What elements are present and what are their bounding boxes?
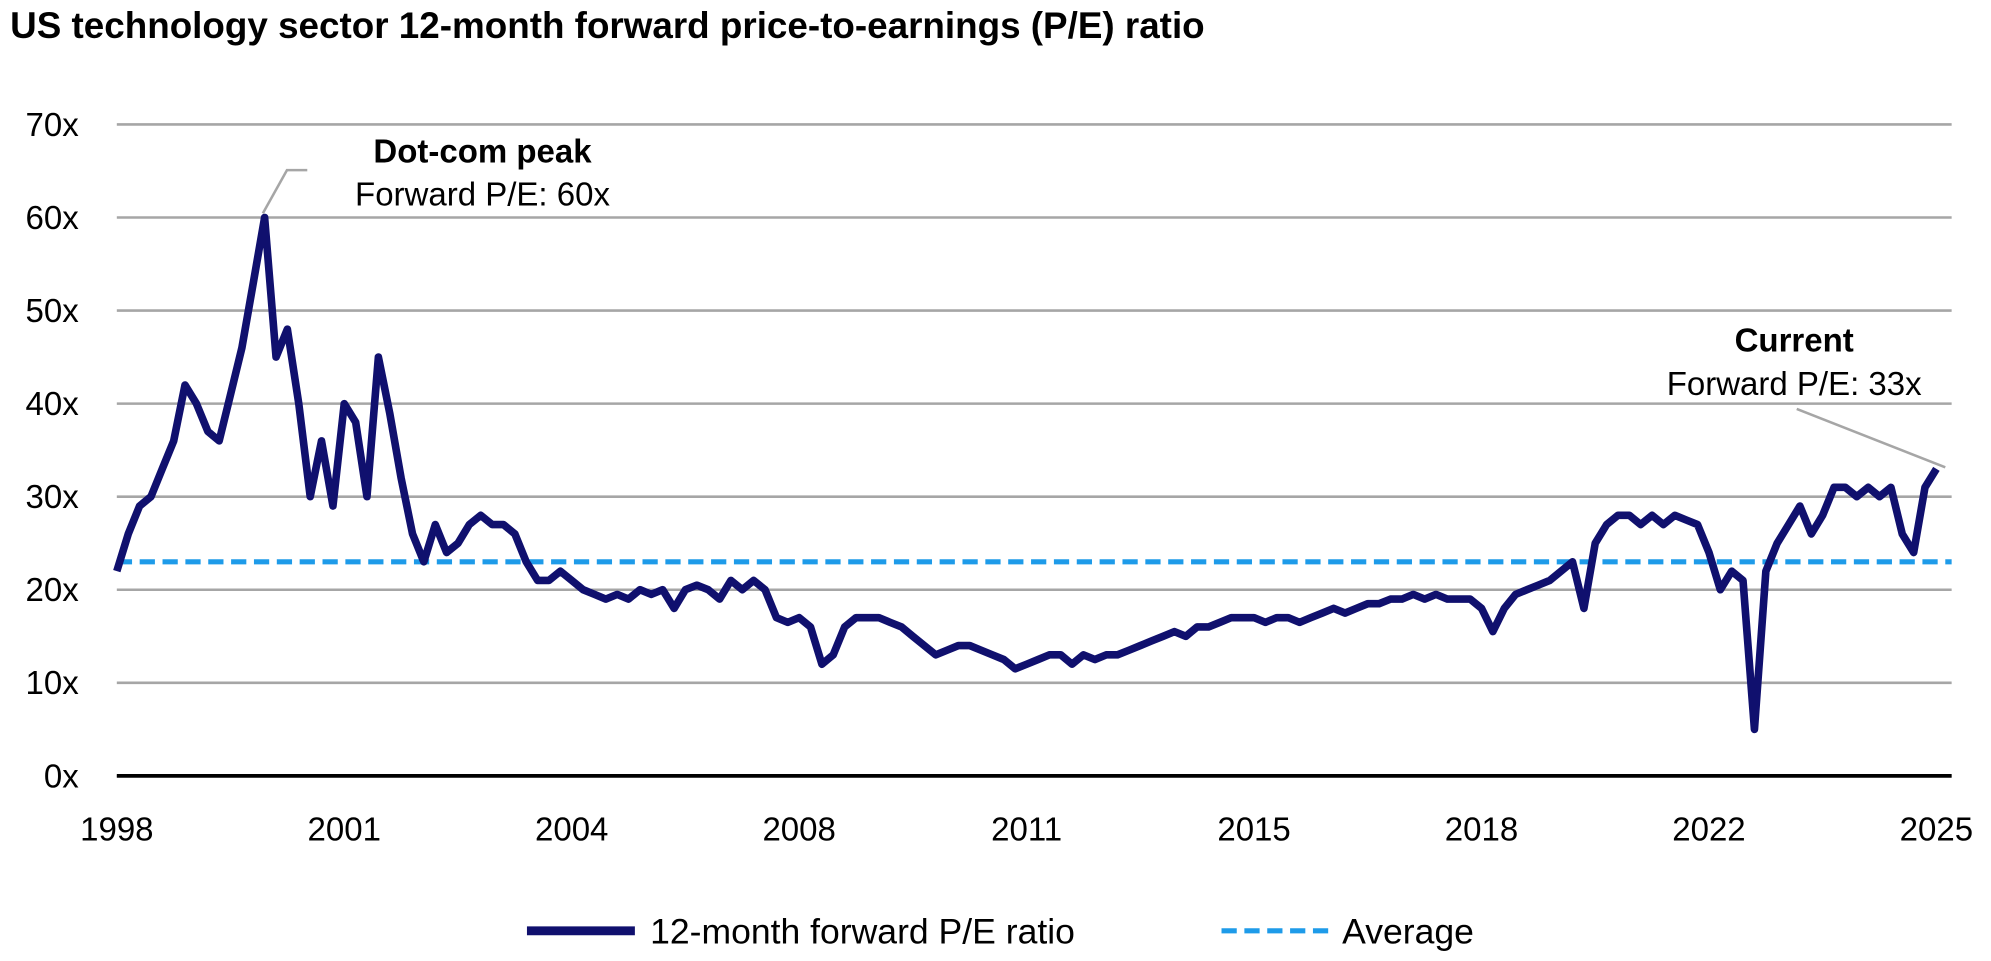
y-tick-label: 30x: [26, 478, 80, 515]
legend-label: 12-month forward P/E ratio: [650, 911, 1075, 951]
x-tick-label: 2008: [762, 811, 835, 848]
annotation-leader: [261, 168, 308, 214]
x-tick-label: 2018: [1445, 811, 1518, 848]
annotation-text: Forward P/E: 33x: [1667, 365, 1922, 402]
x-tick-label: 2015: [1217, 811, 1290, 848]
x-tick-label: 1998: [80, 811, 153, 848]
y-tick-label: 50x: [26, 292, 80, 329]
annotation-title: Current: [1735, 322, 1854, 359]
chart-title: US technology sector 12-month forward pr…: [10, 5, 1205, 46]
y-tick-label: 20x: [26, 571, 80, 608]
annotation-leader: [1796, 407, 1946, 469]
legend-label: Average: [1342, 911, 1474, 951]
y-tick-label: 60x: [26, 199, 80, 236]
x-tick-label: 2004: [535, 811, 608, 848]
x-tick-label: 2011: [991, 811, 1062, 848]
y-tick-label: 0x: [44, 757, 79, 794]
series-line: [113, 213, 1940, 734]
y-tick-label: 40x: [26, 385, 80, 422]
x-tick-label: 2022: [1672, 811, 1745, 848]
x-tick-label: 2025: [1900, 811, 1973, 848]
y-tick-label: 10x: [26, 664, 80, 701]
annotation-title: Dot-com peak: [373, 133, 592, 170]
annotation-text: Forward P/E: 60x: [355, 176, 610, 213]
x-tick-label: 2001: [308, 811, 381, 848]
y-tick-label: 70x: [26, 106, 80, 143]
